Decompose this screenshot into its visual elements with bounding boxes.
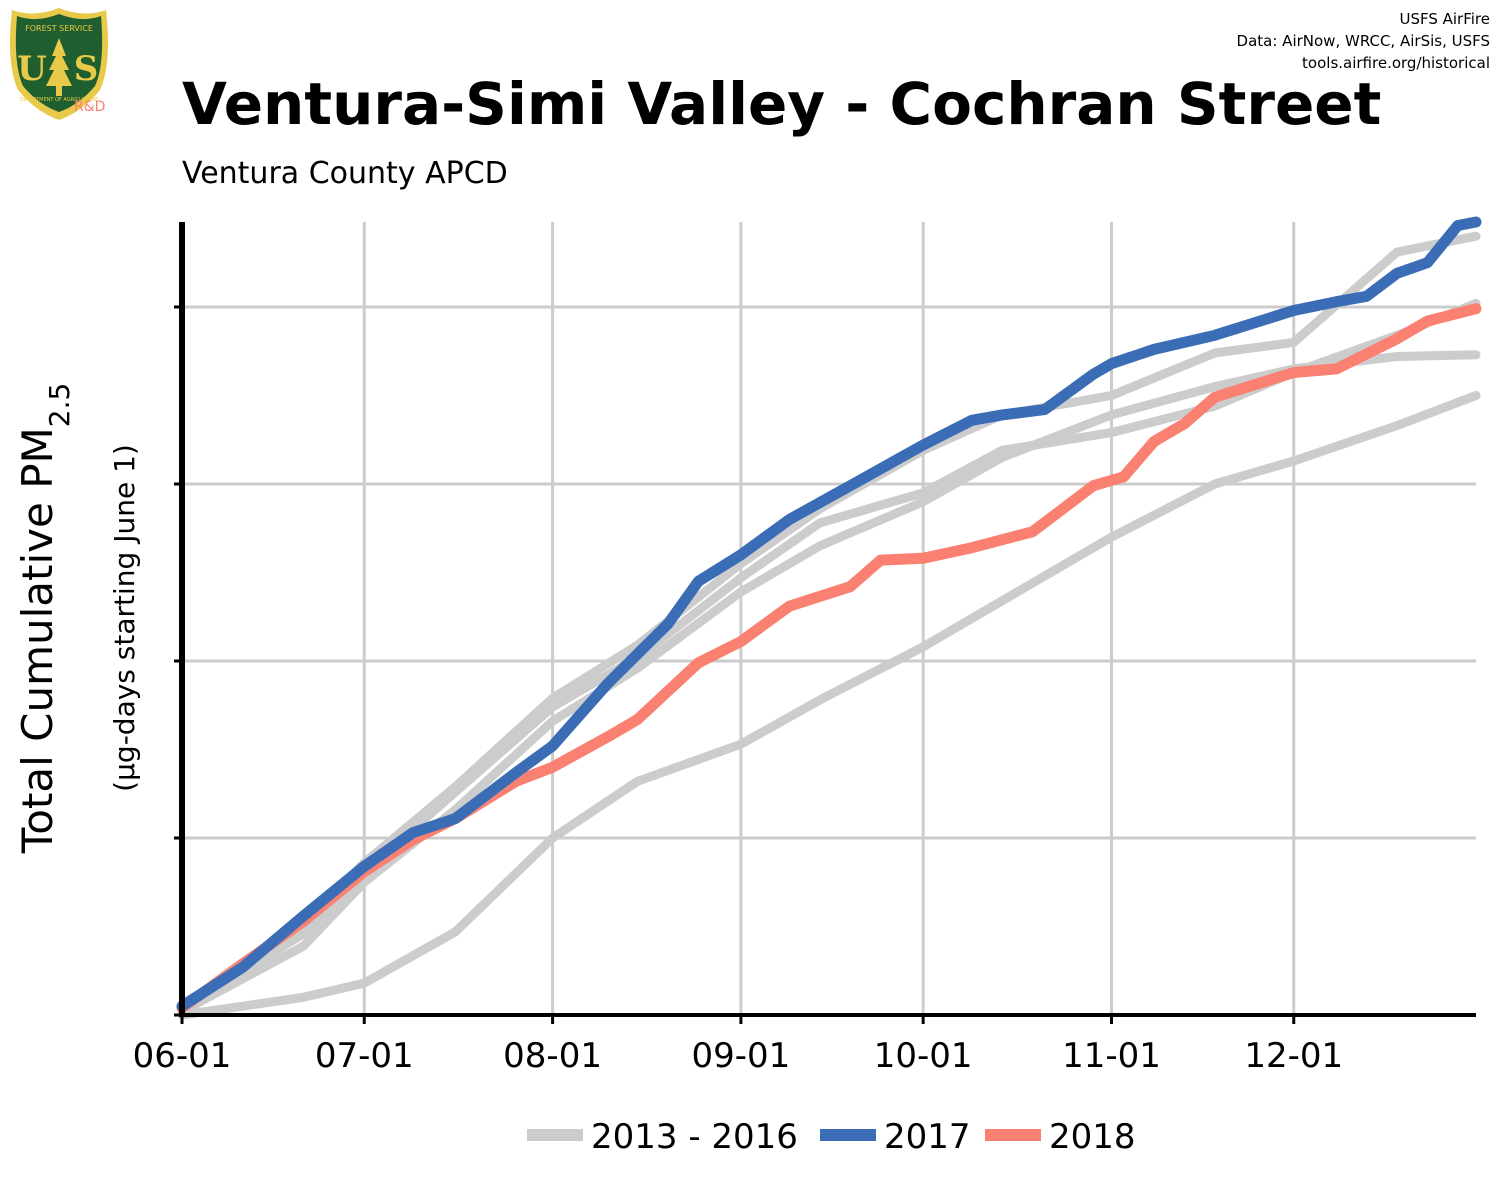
x-tick-label: 10-01 xyxy=(874,1036,973,1076)
x-tick-label: 11-01 xyxy=(1062,1036,1161,1076)
x-tick-label: 09-01 xyxy=(692,1036,791,1076)
chart-subtitle: Ventura County APCD xyxy=(182,156,508,191)
chart-title: Ventura-Simi Valley - Cochran Street xyxy=(182,70,1382,138)
logo-top-text: FOREST SERVICE xyxy=(25,24,93,33)
series-layer xyxy=(176,216,1482,1020)
usfs-shield-logo: U S FOREST SERVICE DEPARTMENT OF AGRICUL… xyxy=(10,8,108,120)
grid-layer xyxy=(182,222,1476,1015)
series-line-historical xyxy=(177,350,1481,1016)
series-line-2018 xyxy=(176,303,1482,1014)
x-tick-label: 08-01 xyxy=(503,1036,602,1076)
series-line-historical xyxy=(177,231,1481,1011)
x-tick-label: 07-01 xyxy=(315,1036,414,1076)
legend-label: 2017 xyxy=(884,1117,971,1157)
legend-layer: 2013 - 2016 2017 2018 xyxy=(527,1117,1136,1157)
x-tick-label: 12-01 xyxy=(1244,1036,1343,1076)
tree-icon xyxy=(46,38,72,96)
legend-label: 2013 - 2016 xyxy=(591,1117,798,1157)
axis-layer xyxy=(174,222,1476,1024)
y-axis-units-label: (µg-days starting June 1) xyxy=(108,444,141,792)
y-axis-label: Total Cumulative PM2.5 xyxy=(13,383,76,855)
credit-line-1: USFS AirFire xyxy=(1399,10,1490,28)
logo-rd-label: R&D xyxy=(74,99,106,115)
y-axis-label-subscript: 2.5 xyxy=(43,383,76,428)
credit-line-3: tools.airfire.org/historical xyxy=(1302,54,1490,72)
series-line-historical xyxy=(177,298,1481,1015)
series-line-historical xyxy=(177,391,1481,1020)
series-line-2017 xyxy=(176,216,1482,1012)
logo-bottom-text: DEPARTMENT OF AGRICULTURE xyxy=(20,97,98,103)
legend-label: 2018 xyxy=(1049,1117,1136,1157)
logo-letter-right: S xyxy=(74,49,99,89)
y-axis-label-main: Total Cumulative PM xyxy=(13,427,62,854)
x-tick-label: 06-01 xyxy=(133,1036,232,1076)
label-layer: 06-01 07-01 08-01 09-01 10-01 11-01 12-01 Total… xyxy=(13,383,1343,1076)
logo-letter-left: U xyxy=(17,49,47,89)
credit-line-2: Data: AirNow, WRCC, AirSis, USFS xyxy=(1236,32,1490,50)
